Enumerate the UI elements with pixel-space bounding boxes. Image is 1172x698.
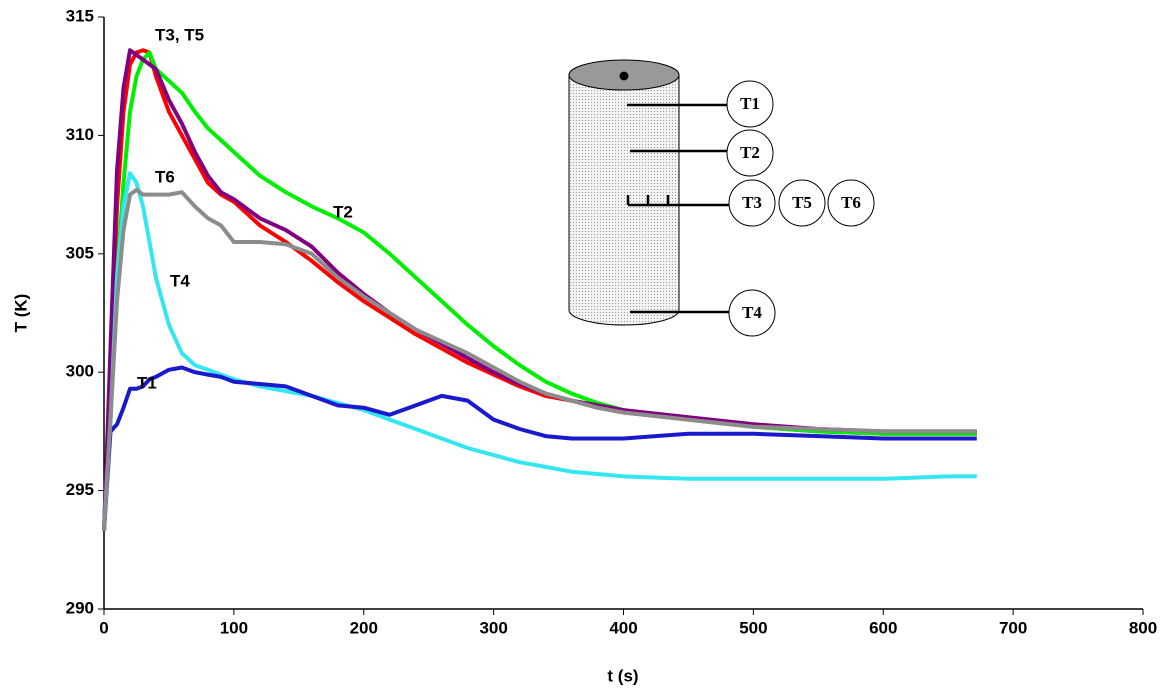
annotation: T6 [155,167,175,186]
plot-area: 290 295 300 305 310 315 0 100 200 300 400 500 600 700… [66,6,1158,637]
annotation: T4 [170,271,190,290]
series-line [102,365,977,532]
x-tick-label: 800 [1129,618,1157,637]
annotation: T1 [137,373,157,392]
inset-diagram [568,59,875,337]
inset-label: T6 [841,193,861,212]
series-line [102,48,977,531]
inset-label: T2 [740,143,760,162]
series-line [102,50,977,532]
x-tick-label: 600 [869,618,897,637]
annotation: T3, T5 [155,25,204,44]
inset-label: T3 [742,193,762,212]
y-axis-label: T (K) [11,294,30,333]
y-tick-label: 300 [66,362,94,381]
series-line [102,171,977,532]
y-tick-label: 295 [66,480,94,499]
inset-labels: T1 T2 T3 T5 T6 T4 [740,94,861,322]
x-tick-label: 400 [609,618,637,637]
annotations: T3, T5 T6 T4 T1 T2 [137,25,353,392]
series-line [102,187,977,532]
y-tick-label: 310 [66,125,94,144]
x-tick-label: 100 [220,618,248,637]
y-tick-label: 315 [66,6,94,25]
x-tick-label: 500 [739,618,767,637]
series-line [102,48,977,531]
x-tick-label: 300 [479,618,507,637]
x-tick-label: 200 [350,618,378,637]
inset-label: T5 [792,193,812,212]
y-tick-label: 290 [66,598,94,617]
inset-label: T1 [740,94,760,113]
y-tick-label: 305 [66,243,94,262]
x-axis-label: t (s) [607,666,638,685]
x-tick-label: 0 [99,618,108,637]
annotation: T2 [333,202,353,221]
x-tick-label: 700 [999,618,1027,637]
inset-label: T4 [742,303,762,322]
cylinder-body [568,74,680,326]
dot [619,71,629,81]
